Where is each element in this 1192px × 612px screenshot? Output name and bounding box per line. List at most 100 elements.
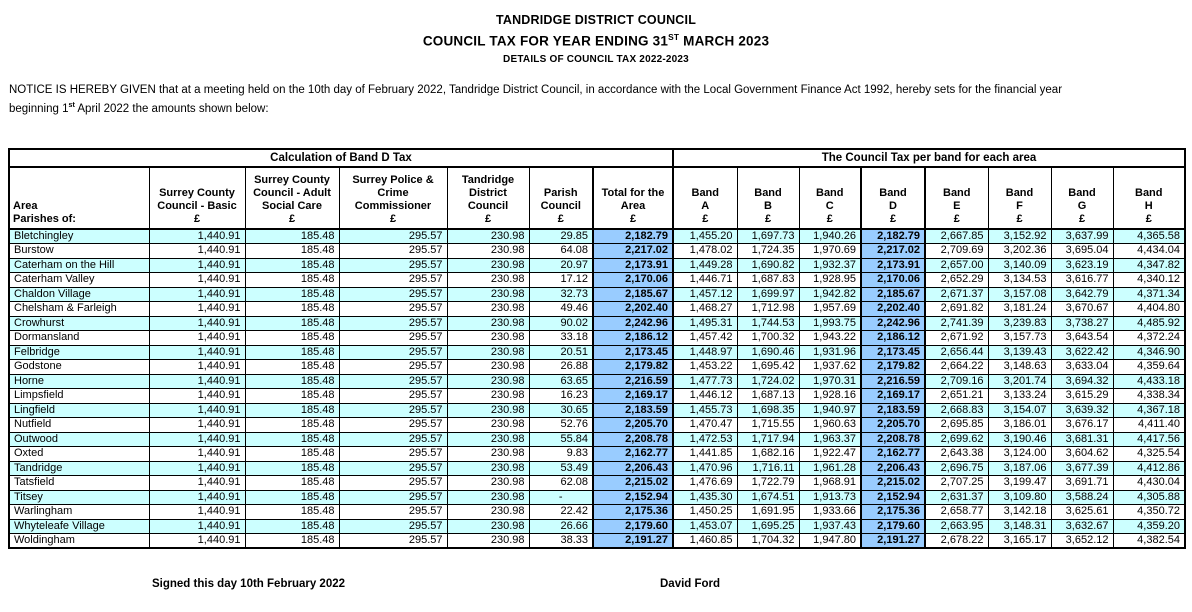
area-cell: Titsey xyxy=(8,489,150,505)
tandridge-district-council-cell: 230.98 xyxy=(446,475,530,491)
table-row: Crowhurst 1,440.91 185.48 295.57 230.98 90.02… xyxy=(8,315,1186,331)
total-for-area-cell: 2,242.96 xyxy=(592,315,674,331)
table-row: Felbridge 1,440.91 185.48 295.57 230.98 20.51… xyxy=(8,344,1186,360)
table-row: Oxted 1,440.91 185.48 295.57 230.98 9.83 2,162… xyxy=(8,446,1186,462)
tandridge-district-council-cell: 230.98 xyxy=(446,489,530,505)
band-h-cell: 4,382.54 xyxy=(1112,533,1186,549)
police-crime-commissioner-cell: 295.57 xyxy=(338,228,448,244)
band-g-cell: 3,633.04 xyxy=(1050,359,1114,375)
parish-council-cell: 55.84 xyxy=(528,431,594,447)
scc-adult-social-care-cell: 185.48 xyxy=(244,286,340,302)
band-e-cell: 2,651.21 xyxy=(924,388,989,404)
total-for-area-cell: 2,186.12 xyxy=(592,330,674,346)
band-c-cell: 1,937.43 xyxy=(798,518,862,534)
tandridge-district-council-cell: 230.98 xyxy=(446,388,530,404)
band-e-cell: 2,699.62 xyxy=(924,431,989,447)
band-h-cell: 4,430.04 xyxy=(1112,475,1186,491)
scc-adult-social-care-cell: 185.48 xyxy=(244,446,340,462)
band-c-cell: 1,970.31 xyxy=(798,373,862,389)
total-for-area-cell: 2,182.79 xyxy=(592,228,674,244)
signed-date-text: Signed this day 10th February 2022 xyxy=(152,578,346,590)
scc-adult-social-care-cell: 185.48 xyxy=(244,257,340,273)
band-g-cell: 3,738.27 xyxy=(1050,315,1114,331)
parish-council-cell: 16.23 xyxy=(528,388,594,404)
total-for-area-cell: 2,205.70 xyxy=(592,417,674,433)
band-a-cell: 1,470.47 xyxy=(672,417,738,433)
column-header-band-f: Band F £ xyxy=(987,166,1052,230)
tandridge-district-council-cell: 230.98 xyxy=(446,533,530,549)
band-g-cell: 3,639.32 xyxy=(1050,402,1114,418)
table-row: Chaldon Village 1,440.91 185.48 295.57 230.9… xyxy=(8,286,1186,302)
tandridge-district-council-cell: 230.98 xyxy=(446,402,530,418)
notice-line-1: NOTICE IS HEREBY GIVEN that at a meeting… xyxy=(9,84,1063,96)
band-b-cell: 1,698.35 xyxy=(736,402,800,418)
band-h-cell: 4,485.92 xyxy=(1112,315,1186,331)
total-for-area-cell: 2,169.17 xyxy=(592,388,674,404)
band-a-cell: 1,477.73 xyxy=(672,373,738,389)
band-h-cell: 4,412.86 xyxy=(1112,460,1186,476)
table-row: Lingfield 1,440.91 185.48 295.57 230.98 30.65… xyxy=(8,402,1186,418)
band-a-cell: 1,446.71 xyxy=(672,272,738,288)
area-cell: Oxted xyxy=(8,446,150,462)
band-f-cell: 3,124.00 xyxy=(987,446,1052,462)
column-header-band-h: Band H £ xyxy=(1112,166,1186,230)
band-c-cell: 1,937.62 xyxy=(798,359,862,375)
band-b-cell: 1,724.35 xyxy=(736,243,800,259)
band-f-cell: 3,148.31 xyxy=(987,518,1052,534)
band-a-cell: 1,455.20 xyxy=(672,228,738,244)
tandridge-district-council-cell: 230.98 xyxy=(446,301,530,317)
band-d-cell: 2,170.06 xyxy=(860,272,926,288)
total-for-area-cell: 2,183.59 xyxy=(592,402,674,418)
band-h-cell: 4,359.64 xyxy=(1112,359,1186,375)
band-g-cell: 3,637.99 xyxy=(1050,228,1114,244)
column-header-police-crime-commissioner: Surrey Police & Crime Commissioner £ xyxy=(338,166,448,230)
table-row: Woldingham 1,440.91 185.48 295.57 230.98 38.3… xyxy=(8,533,1186,549)
band-e-cell: 2,678.22 xyxy=(924,533,989,549)
parish-council-cell: 17.12 xyxy=(528,272,594,288)
table-row: Whyteleafe Village 1,440.91 185.48 295.57 23… xyxy=(8,518,1186,534)
band-f-cell: 3,202.36 xyxy=(987,243,1052,259)
scc-basic-cell: 1,440.91 xyxy=(148,330,246,346)
band-a-cell: 1,450.25 xyxy=(672,504,738,520)
scc-adult-social-care-cell: 185.48 xyxy=(244,431,340,447)
tandridge-district-council-cell: 230.98 xyxy=(446,518,530,534)
scc-basic-cell: 1,440.91 xyxy=(148,489,246,505)
band-g-cell: 3,691.71 xyxy=(1050,475,1114,491)
band-g-cell: 3,588.24 xyxy=(1050,489,1114,505)
parish-council-cell: 20.97 xyxy=(528,257,594,273)
area-cell: Horne xyxy=(8,373,150,389)
column-header-tandridge-district-council: Tandridge District Council £ xyxy=(446,166,530,230)
area-cell: Burstow xyxy=(8,243,150,259)
scc-basic-cell: 1,440.91 xyxy=(148,301,246,317)
column-header-band-d: Band D £ xyxy=(860,166,926,230)
band-a-cell: 1,460.85 xyxy=(672,533,738,549)
band-f-cell: 3,157.73 xyxy=(987,330,1052,346)
band-c-cell: 1,940.26 xyxy=(798,228,862,244)
band-f-cell: 3,186.01 xyxy=(987,417,1052,433)
table-row: Nutfield 1,440.91 185.48 295.57 230.98 52.76 2… xyxy=(8,417,1186,433)
total-for-area-cell: 2,191.27 xyxy=(592,533,674,549)
band-d-cell: 2,206.43 xyxy=(860,460,926,476)
band-c-cell: 1,947.80 xyxy=(798,533,862,549)
scc-basic-cell: 1,440.91 xyxy=(148,315,246,331)
scc-basic-cell: 1,440.91 xyxy=(148,533,246,549)
band-g-cell: 3,677.39 xyxy=(1050,460,1114,476)
band-a-cell: 1,457.42 xyxy=(672,330,738,346)
scc-adult-social-care-cell: 185.48 xyxy=(244,489,340,505)
band-g-cell: 3,623.19 xyxy=(1050,257,1114,273)
police-crime-commissioner-cell: 295.57 xyxy=(338,489,448,505)
scc-adult-social-care-cell: 185.48 xyxy=(244,388,340,404)
band-f-cell: 3,187.06 xyxy=(987,460,1052,476)
band-d-cell: 2,173.45 xyxy=(860,344,926,360)
band-b-cell: 1,695.25 xyxy=(736,518,800,534)
band-e-cell: 2,709.16 xyxy=(924,373,989,389)
total-for-area-cell: 2,179.82 xyxy=(592,359,674,375)
scc-basic-cell: 1,440.91 xyxy=(148,504,246,520)
band-d-cell: 2,152.94 xyxy=(860,489,926,505)
band-a-cell: 1,455.73 xyxy=(672,402,738,418)
band-a-cell: 1,472.53 xyxy=(672,431,738,447)
band-d-cell: 2,191.27 xyxy=(860,533,926,549)
band-b-cell: 1,715.55 xyxy=(736,417,800,433)
table-row: Caterham Valley 1,440.91 185.48 295.57 230.9… xyxy=(8,272,1186,288)
police-crime-commissioner-cell: 295.57 xyxy=(338,373,448,389)
